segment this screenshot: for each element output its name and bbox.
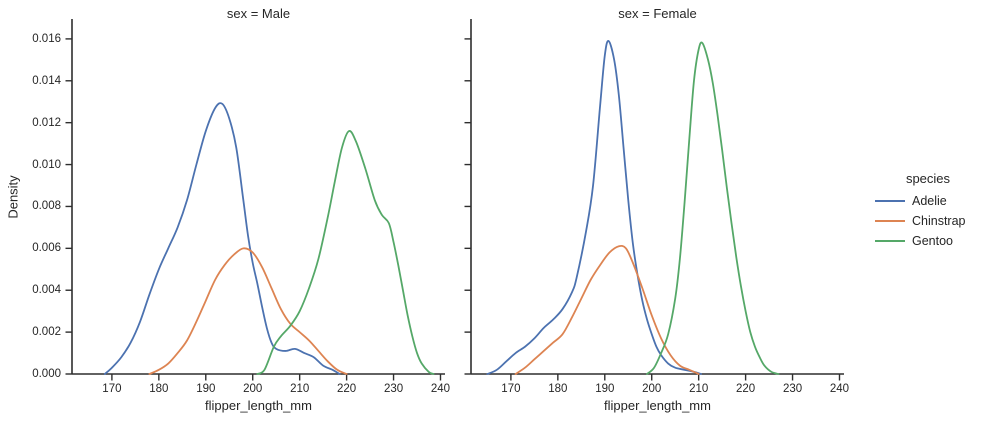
y-tick-label: 0.010: [32, 158, 61, 171]
kde-curve-gentoo-female: [646, 41, 780, 375]
y-tick-label: 0.012: [32, 116, 61, 129]
x-tick-label: 230: [383, 383, 404, 395]
x-tick-label: 200: [243, 383, 263, 395]
x-tick-label: 210: [689, 383, 709, 395]
x-tick-label: 220: [337, 383, 357, 395]
x-tick-label: 200: [642, 383, 662, 395]
x-tick-label: 210: [290, 383, 310, 395]
legend-item-chinstrap: Chinstrap: [872, 211, 981, 231]
x-tick-label: 170: [102, 383, 122, 395]
legend-label-gentoo: Gentoo: [912, 234, 954, 248]
kde-curve-adelie-male: [103, 102, 341, 375]
x-tick-label: 170: [501, 383, 521, 395]
y-axis-label: Density: [5, 175, 21, 219]
x-axis-label-left: flipper_length_mm: [205, 398, 312, 413]
y-tick-label: 0.016: [32, 32, 61, 45]
legend-title: species: [905, 171, 951, 186]
x-tick-label: 180: [548, 383, 568, 395]
legend-item-gentoo: Gentoo: [872, 231, 981, 251]
x-tick-label: 180: [149, 383, 169, 395]
x-tick-label: 240: [829, 383, 850, 395]
x-tick-label: 240: [430, 383, 451, 395]
legend-label-chinstrap: Chinstrap: [912, 214, 966, 228]
y-tick-label: 0.014: [32, 74, 61, 87]
x-tick-label: 220: [736, 383, 756, 395]
facet-title-male: sex = Male: [226, 6, 291, 21]
kde-curve-chinstrap-male: [148, 247, 348, 375]
y-tick-label: 0.002: [32, 326, 61, 339]
y-tick-label: 0.004: [32, 284, 61, 297]
y-tick-label: 0.006: [32, 242, 61, 255]
x-axis-label-right: flipper_length_mm: [604, 398, 711, 413]
legend-line-chinstrap-icon: [875, 220, 905, 222]
y-tick-label: 0.008: [32, 200, 61, 213]
x-tick-label: 190: [595, 383, 615, 395]
kde-curve-gentoo-male: [256, 130, 435, 375]
x-tick-label: 190: [196, 383, 216, 395]
legend-item-adelie: Adelie: [872, 191, 981, 211]
kde-curve-chinstrap-female: [514, 244, 700, 375]
kde-curve-adelie-female: [486, 40, 702, 375]
x-tick-label: 230: [782, 383, 803, 395]
legend-line-gentoo-icon: [875, 240, 905, 242]
y-tick-label: 0.000: [32, 368, 61, 380]
legend: species Adelie Chinstrap Gentoo: [872, 171, 981, 251]
legend-label-adelie: Adelie: [912, 194, 947, 208]
facet-title-female: sex = Female: [618, 6, 697, 21]
legend-line-adelie-icon: [875, 200, 905, 202]
